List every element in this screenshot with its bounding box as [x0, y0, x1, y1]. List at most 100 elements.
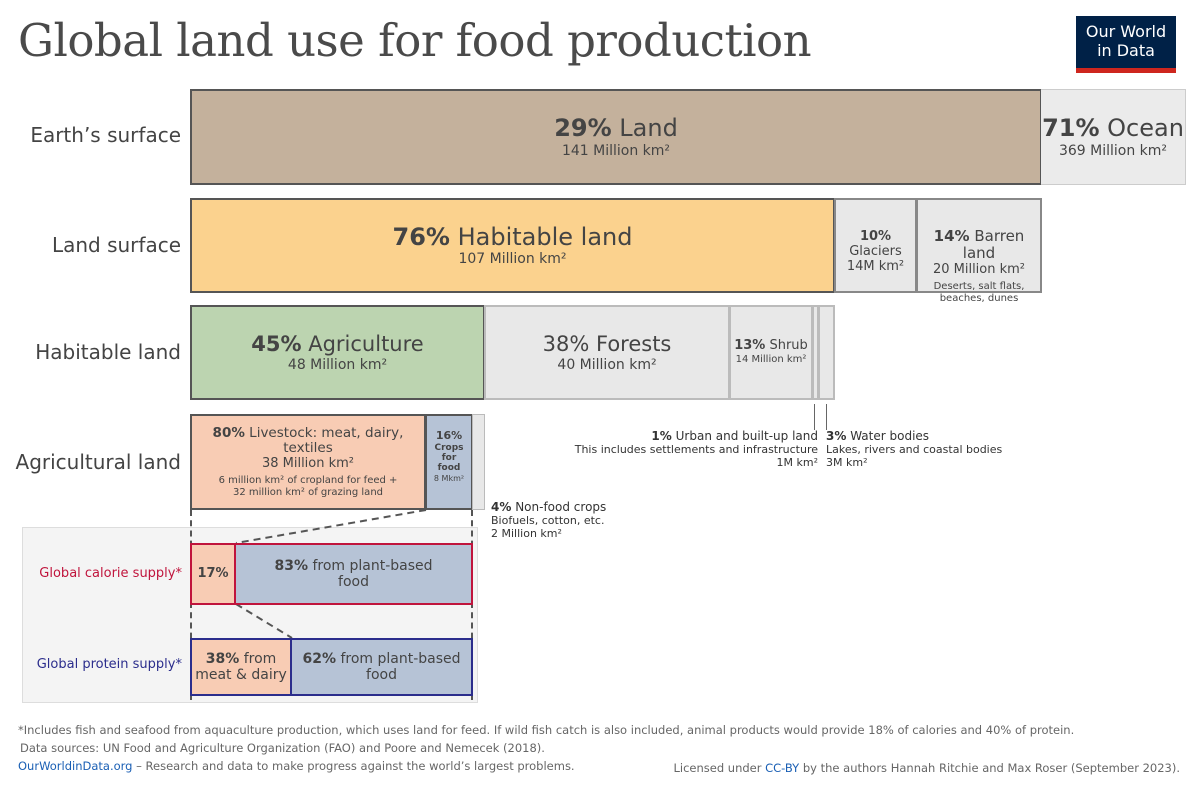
agriculture-block: 45% Agriculture 48 Million km²	[190, 305, 485, 400]
guide-left	[190, 510, 192, 700]
water-label: Water bodies	[850, 429, 930, 443]
logo-line1: Our World	[1085, 22, 1167, 41]
glaciers-area: 14M km²	[846, 258, 905, 274]
calorie-to-protein-line	[235, 603, 293, 639]
land-block: 29% Land 141 Million km²	[190, 89, 1042, 185]
livestock-pct: 80%	[212, 424, 245, 441]
calorie-plant-label2: food	[338, 574, 369, 590]
page-title: Global land use for food production	[18, 14, 812, 67]
shrub-block: 13% Shrub 14 Million km²	[729, 305, 813, 400]
row-label-agricultural: Agricultural land	[15, 450, 181, 474]
agriculture-pct: 45%	[251, 332, 302, 357]
shrub-pct: 13%	[734, 338, 766, 354]
crops-to-calorie-line	[235, 509, 427, 544]
calorie-plant-pct: 83%	[274, 557, 308, 574]
water-pct: 3%	[826, 429, 847, 443]
protein-animal-label2: meat & dairy	[195, 667, 287, 683]
glaciers-block: 10% Glaciers 14M km²	[834, 198, 917, 293]
license-post: by the authors Hannah Ritchie and Max Ro…	[799, 761, 1180, 775]
site-link[interactable]: OurWorldinData.org	[18, 759, 133, 773]
crops-area: 8 Mkm²	[433, 473, 465, 483]
footnote: *Includes fish and seafood from aquacult…	[18, 723, 1075, 737]
guide-right	[471, 510, 473, 700]
forests-block: 38% Forests 40 Million km²	[484, 305, 730, 400]
ocean-pct: 71%	[1042, 114, 1100, 143]
license-link[interactable]: CC-BY	[765, 761, 800, 775]
row-label-land: Land surface	[51, 233, 181, 257]
shrub-area: 14 Million km²	[735, 354, 807, 366]
nonfood-annotation: 4% Non-food crops Biofuels, cotton, etc.…	[491, 500, 607, 541]
calorie-label: Global calorie supply*	[39, 566, 182, 581]
glaciers-pct: 10%	[859, 229, 892, 244]
row-label-habitable: Habitable land	[35, 340, 181, 364]
owid-logo[interactable]: Our World in Data	[1076, 16, 1176, 73]
license-pre: Licensed under	[673, 761, 766, 775]
license: Licensed under CC-BY by the authors Hann…	[673, 761, 1180, 775]
habitable-pct: 76%	[392, 222, 450, 251]
barren-block: 14% Barren land 20 Million km² Deserts, …	[916, 198, 1042, 304]
urban-label: Urban and built-up land	[675, 429, 818, 443]
calorie-plant-label1: from plant-based	[312, 557, 433, 574]
protein-animal-block: 38% from meat & dairy	[190, 638, 292, 696]
nonfood-note: Biofuels, cotton, etc.	[491, 514, 605, 527]
water-block	[818, 305, 835, 400]
crops-block: 16% Crops for food 8 Mkm²	[425, 414, 473, 510]
nonfood-label: Non-food crops	[515, 500, 607, 514]
habitable-block: 76% Habitable land 107 Million km²	[190, 198, 835, 293]
logo-line2: in Data	[1097, 41, 1155, 60]
water-area: 3M km²	[826, 456, 868, 469]
protein-animal-label1: from	[243, 650, 277, 667]
protein-plant-pct: 62%	[302, 650, 336, 667]
urban-arrow-icon	[814, 404, 815, 430]
urban-annotation: 1% Urban and built-up land This includes…	[574, 429, 818, 470]
urban-pct: 1%	[651, 429, 672, 443]
forests-label: Forests	[595, 332, 672, 357]
nonfood-area: 2 Million km²	[491, 527, 562, 540]
ocean-label: Ocean	[1107, 114, 1184, 143]
barren-label: Barren land	[962, 227, 1025, 263]
row-label-earth: Earth’s surface	[30, 123, 181, 147]
livestock-label: Livestock: meat, dairy, textiles	[249, 424, 404, 457]
crops-label2: food	[437, 463, 461, 474]
agriculture-label: Agriculture	[308, 332, 424, 357]
calorie-animal-block: 17%	[190, 543, 236, 605]
ocean-block: 71% Ocean 369 Million km²	[1041, 89, 1186, 185]
shrub-label: Shrub	[769, 338, 808, 354]
crops-pct: 16%	[435, 429, 463, 442]
habitable-label: Habitable land	[457, 222, 633, 251]
footer-site: OurWorldinData.org – Research and data t…	[18, 759, 575, 773]
livestock-note2: 32 million km² of grazing land	[233, 486, 383, 498]
nonfood-block	[472, 414, 485, 510]
agriculture-area: 48 Million km²	[287, 356, 388, 373]
barren-area: 20 Million km²	[932, 261, 1026, 277]
tagline: – Research and data to make progress aga…	[132, 759, 575, 773]
land-pct: 29%	[554, 114, 612, 143]
calorie-plant-block: 83% from plant-based food	[234, 543, 473, 605]
protein-plant-block: 62% from plant-based food	[290, 638, 473, 696]
protein-label: Global protein supply*	[36, 657, 182, 672]
protein-animal-pct: 38%	[205, 650, 240, 667]
urban-area: 1M km²	[776, 456, 818, 469]
forests-pct: 38%	[542, 332, 590, 357]
land-label: Land	[619, 114, 678, 143]
urban-note: This includes settlements and infrastruc…	[574, 443, 818, 456]
land-area: 141 Million km²	[561, 142, 671, 159]
protein-plant-label1: from plant-based	[340, 650, 461, 667]
ocean-area: 369 Million km²	[1058, 142, 1168, 159]
forests-area: 40 Million km²	[557, 356, 657, 373]
barren-pct: 14%	[933, 227, 970, 245]
sources: Data sources: UN Food and Agriculture Or…	[20, 741, 545, 755]
water-annotation: 3% Water bodies Lakes, rivers and coasta…	[826, 429, 1003, 470]
barren-note: Deserts, salt flats, beaches, dunes	[933, 281, 1025, 304]
water-note: Lakes, rivers and coastal bodies	[826, 443, 1003, 456]
crops-label1: Crops for	[434, 442, 464, 463]
habitable-area: 107 Million km²	[458, 251, 567, 268]
livestock-note1: 6 million km² of cropland for feed +	[218, 475, 398, 487]
nonfood-pct: 4%	[491, 500, 512, 514]
livestock-area: 38 Million km²	[261, 455, 355, 471]
protein-plant-label2: food	[366, 667, 397, 683]
calorie-animal-pct: 17%	[197, 565, 229, 581]
glaciers-label: Glaciers	[849, 243, 902, 259]
water-arrow-icon	[826, 404, 827, 430]
